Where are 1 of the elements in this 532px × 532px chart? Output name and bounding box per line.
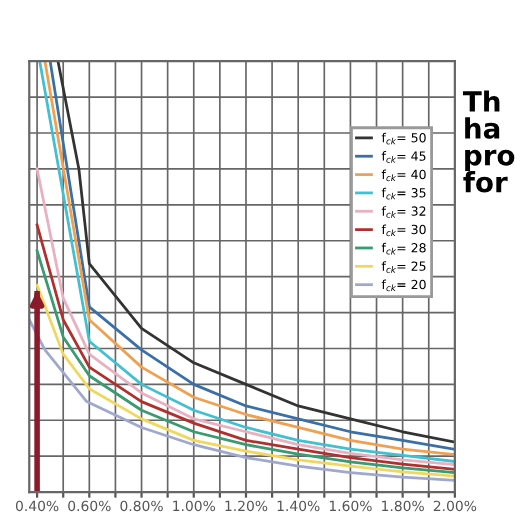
- text: Th ha pro for: [462, 90, 515, 193]
